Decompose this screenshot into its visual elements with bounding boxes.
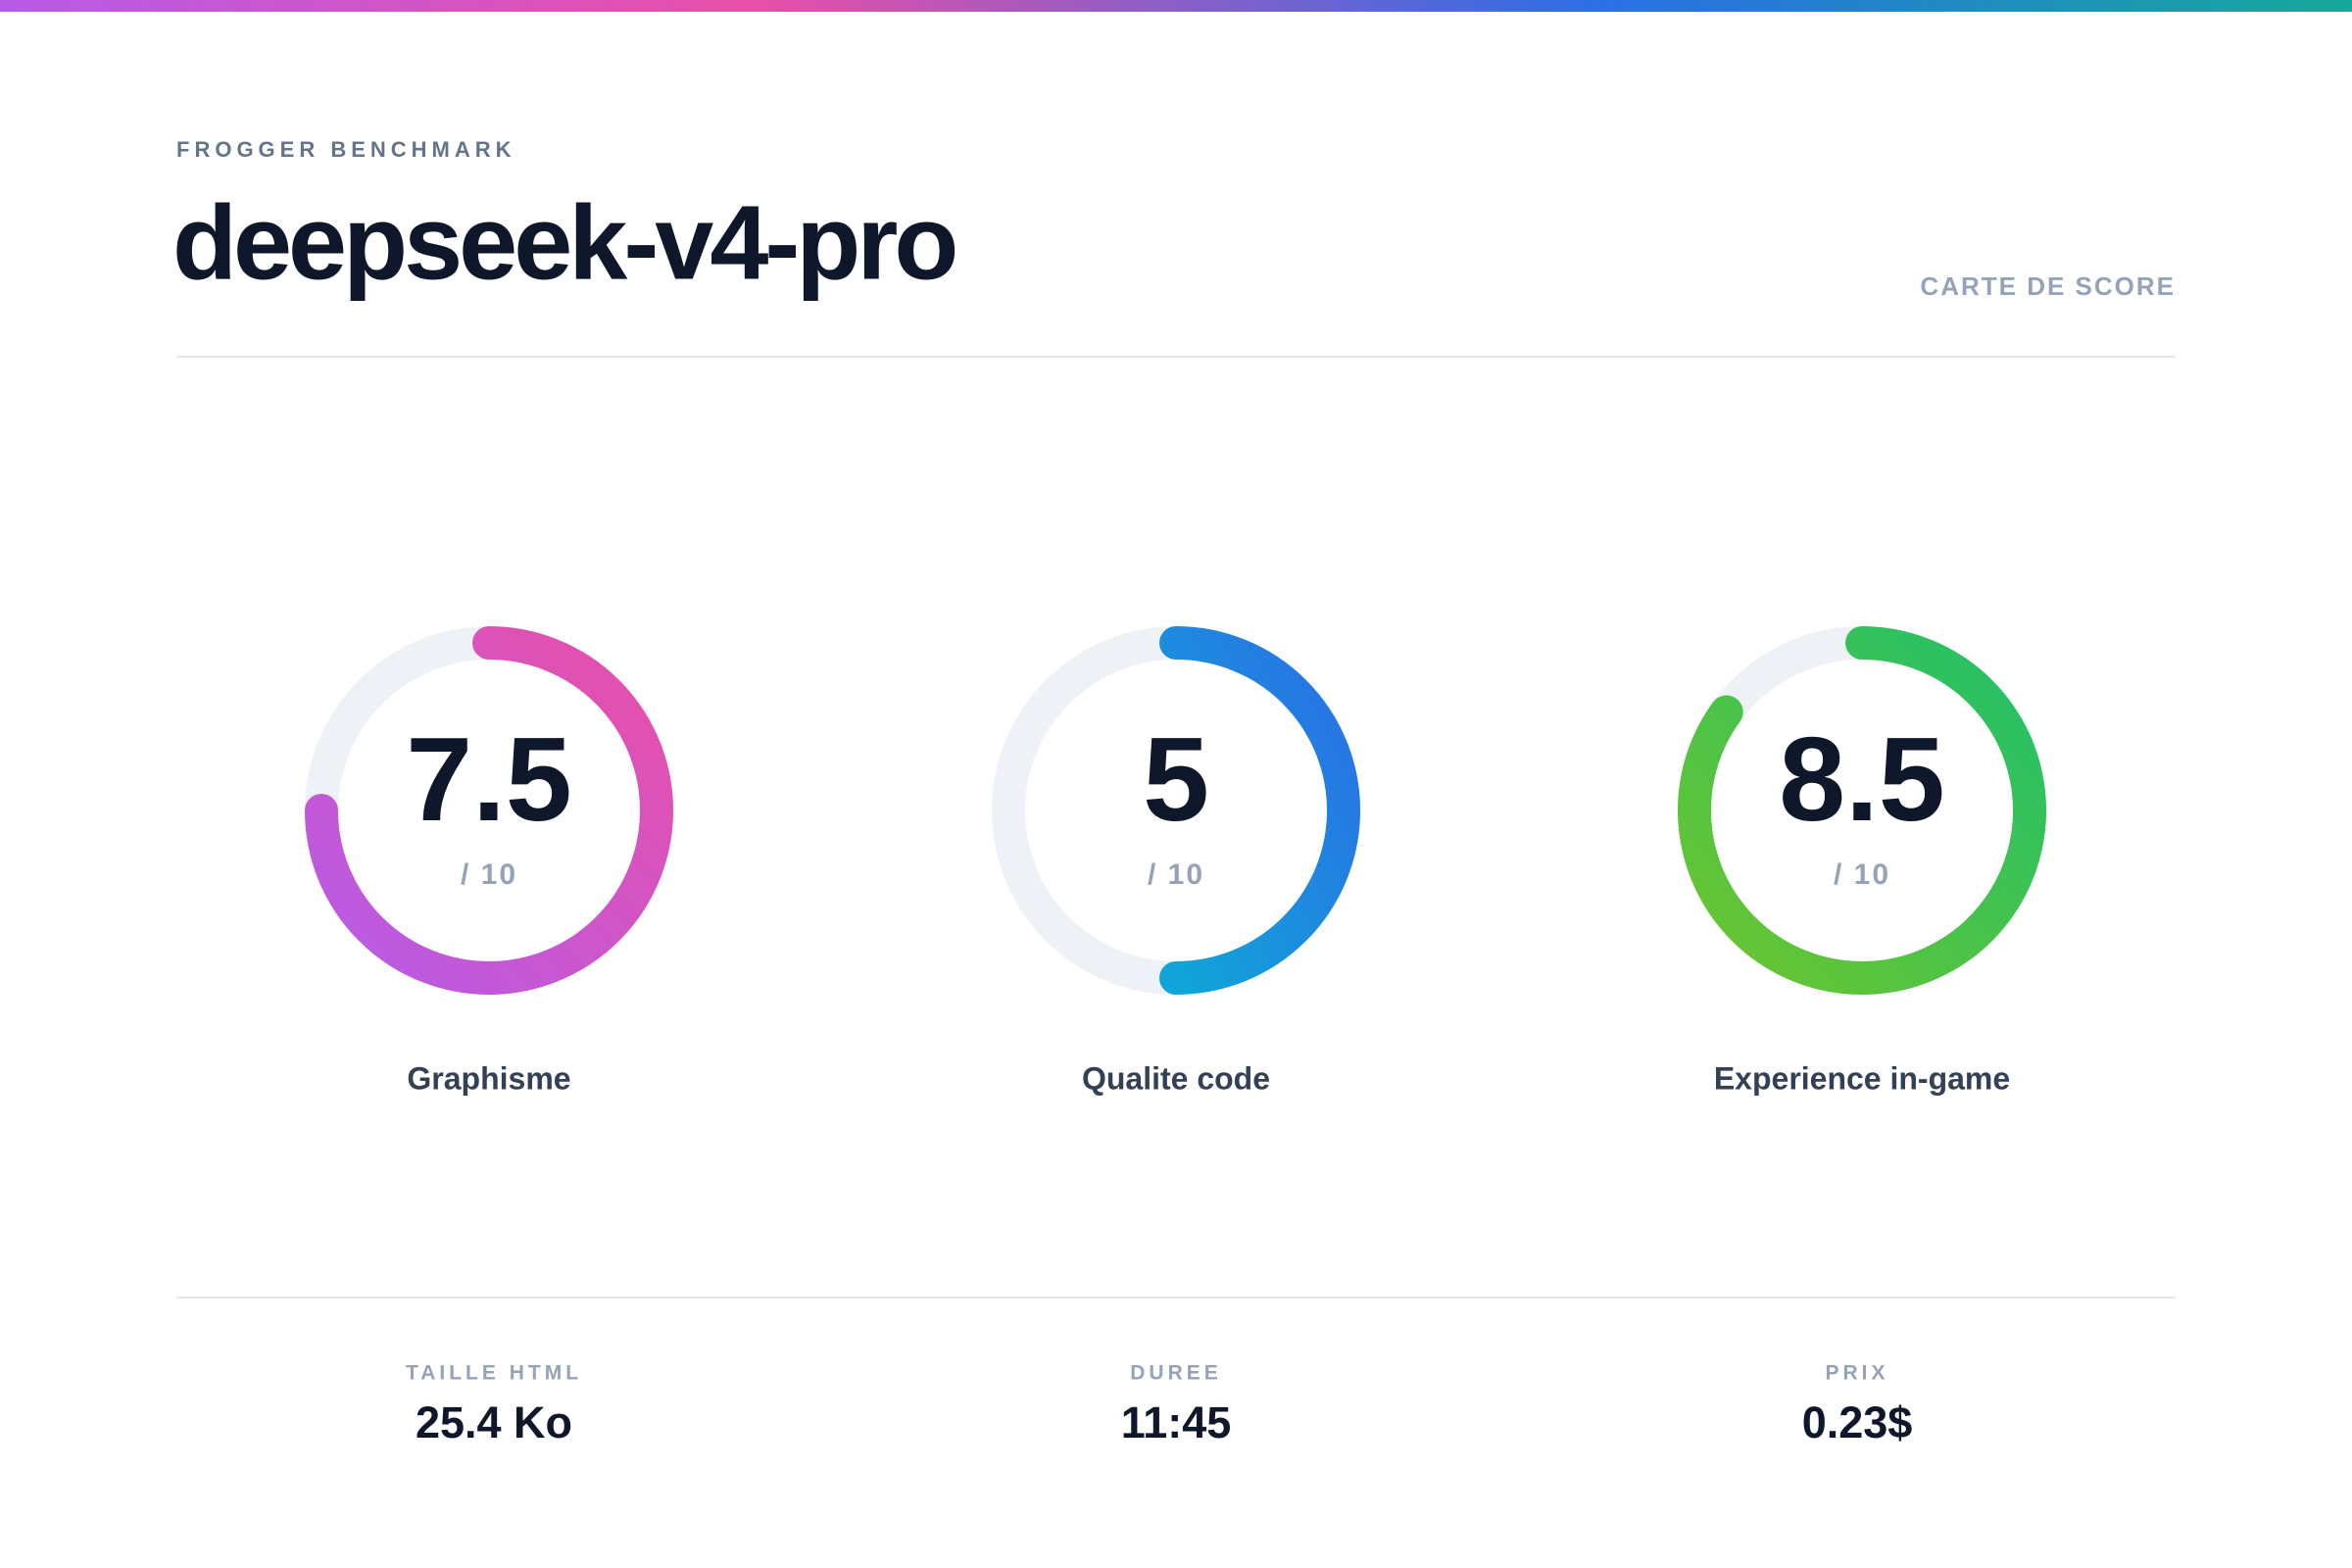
gauge-label: Qualite code xyxy=(1082,1060,1270,1096)
stat-value: 11:45 xyxy=(1121,1397,1232,1447)
gauge-arc xyxy=(305,626,673,995)
stat-label: DUREE xyxy=(1130,1362,1222,1385)
gauge-score: 5 xyxy=(1143,712,1209,846)
top-bar xyxy=(0,0,2352,12)
gauge-max: / 10 xyxy=(1148,858,1204,891)
gauge-arc xyxy=(1159,626,1360,995)
gauge-arc xyxy=(1678,626,2046,995)
stat-value: 25.4 Ko xyxy=(416,1397,572,1447)
gauge-score: 8.5 xyxy=(1779,712,1945,846)
stat-label: PRIX xyxy=(1825,1362,1888,1385)
gauge-score: 7.5 xyxy=(406,712,572,846)
gauge-label: Experience in-game xyxy=(1714,1060,2010,1096)
stat-label: TAILLE HTML xyxy=(406,1362,582,1385)
gauge-max: / 10 xyxy=(461,858,517,891)
gauge-label: Graphisme xyxy=(407,1060,570,1096)
gauge-max: / 10 xyxy=(1834,858,1890,891)
title: deepseek-v4-pro xyxy=(172,183,955,302)
stat-value: 0.23$ xyxy=(1802,1397,1913,1447)
tag: CARTE DE SCORE xyxy=(1920,271,2176,301)
eyebrow: FROGGER BENCHMARK xyxy=(176,137,516,162)
